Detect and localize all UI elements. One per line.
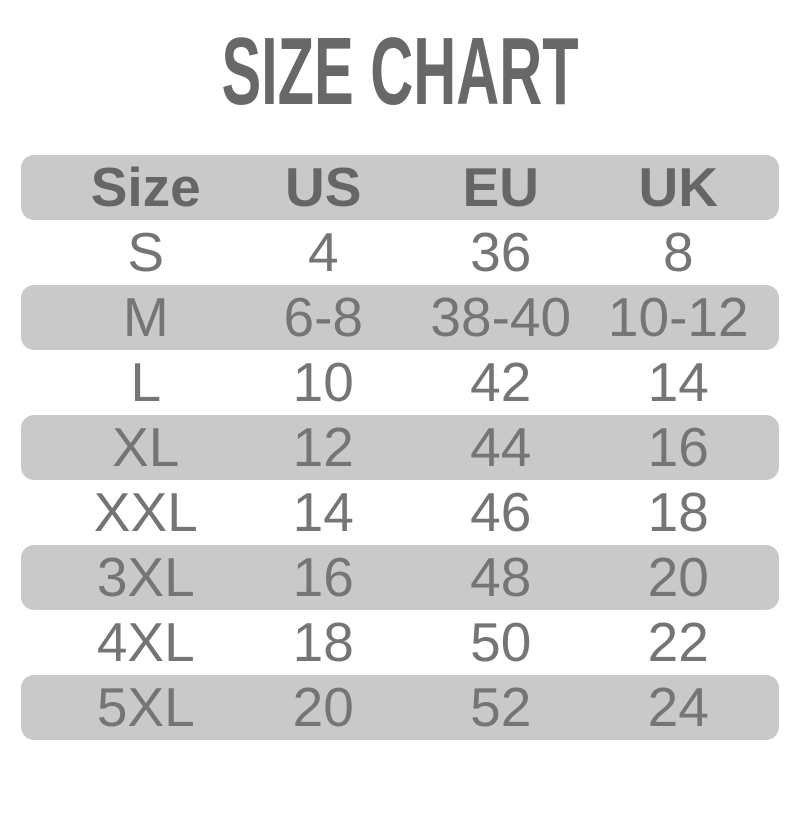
eu-cell: 52 [470, 675, 532, 738]
table-row-4xl: 4XL 18 50 22 [21, 610, 779, 675]
size-chart-page: SIZE CHART Size US EU UK S 4 36 8 M 6-8 … [0, 18, 800, 822]
size-cell: 3XL [96, 545, 195, 608]
column-header-eu: EU [462, 155, 539, 218]
us-cell: 14 [292, 480, 354, 543]
us-cell: 18 [292, 610, 354, 673]
page-title: SIZE CHART [0, 18, 800, 125]
size-cell: M [122, 285, 169, 348]
size-cell: XL [112, 415, 180, 478]
eu-cell: 48 [470, 545, 532, 608]
eu-cell: 46 [470, 480, 532, 543]
uk-cell: 14 [647, 350, 709, 413]
us-cell: 6-8 [283, 285, 364, 348]
uk-cell: 10-12 [607, 285, 749, 348]
size-table: Size US EU UK S 4 36 8 M 6-8 38-40 10-12… [21, 154, 779, 740]
uk-cell: 8 [662, 220, 694, 283]
uk-cell: 20 [647, 545, 709, 608]
uk-cell: 22 [647, 610, 709, 673]
table-row-l: L 10 42 14 [21, 350, 779, 415]
size-cell: 4XL [96, 610, 195, 673]
eu-cell: 44 [470, 415, 532, 478]
uk-cell: 18 [647, 480, 709, 543]
eu-cell: 42 [470, 350, 532, 413]
size-cell: 5XL [96, 675, 195, 738]
uk-cell: 24 [647, 675, 709, 738]
uk-cell: 16 [647, 415, 709, 478]
size-cell: XXL [93, 480, 198, 543]
column-header-size: Size [90, 155, 201, 218]
table-row-s: S 4 36 8 [21, 220, 779, 285]
us-cell: 16 [292, 545, 354, 608]
eu-cell: 36 [470, 220, 532, 283]
us-cell: 12 [292, 415, 354, 478]
table-row-3xl: 3XL 16 48 20 [21, 544, 779, 610]
table-row-xxl: XXL 14 46 18 [21, 480, 779, 545]
eu-cell: 50 [470, 610, 532, 673]
table-header-row: Size US EU UK [21, 154, 779, 220]
page-title-text: SIZE CHART [221, 18, 579, 125]
size-cell: L [130, 350, 162, 413]
us-cell: 20 [292, 675, 354, 738]
us-cell: 10 [292, 350, 354, 413]
column-header-uk: UK [638, 155, 718, 218]
table-row-m: M 6-8 38-40 10-12 [21, 284, 779, 350]
table-row-xl: XL 12 44 16 [21, 414, 779, 480]
column-header-us: US [285, 155, 362, 218]
table-row-5xl: 5XL 20 52 24 [21, 674, 779, 740]
us-cell: 4 [307, 220, 339, 283]
size-cell: S [127, 220, 165, 283]
eu-cell: 38-40 [430, 285, 572, 348]
